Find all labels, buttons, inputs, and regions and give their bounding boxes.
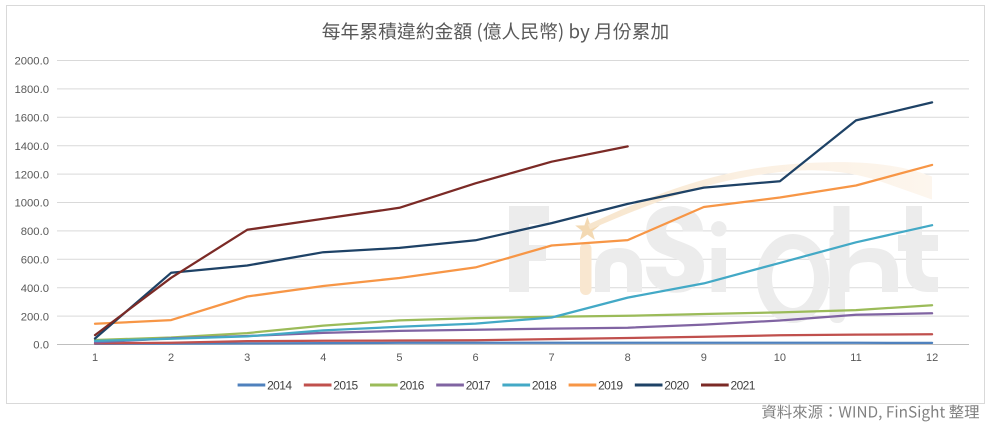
svg-text:2018: 2018 bbox=[532, 379, 557, 393]
svg-text:6: 6 bbox=[472, 352, 478, 364]
svg-text:7: 7 bbox=[549, 352, 555, 364]
svg-text:0.0: 0.0 bbox=[33, 340, 49, 352]
svg-text:600.0: 600.0 bbox=[21, 255, 49, 267]
svg-text:1: 1 bbox=[92, 352, 98, 364]
svg-text:9: 9 bbox=[701, 352, 707, 364]
svg-text:400.0: 400.0 bbox=[21, 283, 49, 295]
svg-text:1400.0: 1400.0 bbox=[14, 141, 49, 153]
svg-text:5: 5 bbox=[396, 352, 402, 364]
svg-text:200.0: 200.0 bbox=[21, 311, 49, 323]
svg-text:2015: 2015 bbox=[333, 379, 358, 393]
svg-text:1600.0: 1600.0 bbox=[14, 113, 49, 125]
svg-text:2020: 2020 bbox=[664, 379, 689, 393]
svg-text:2016: 2016 bbox=[400, 379, 425, 393]
svg-text:4: 4 bbox=[320, 352, 326, 364]
svg-text:2021: 2021 bbox=[731, 379, 756, 393]
svg-text:2000.0: 2000.0 bbox=[14, 56, 49, 68]
svg-text:3: 3 bbox=[244, 352, 250, 364]
svg-text:800.0: 800.0 bbox=[21, 226, 49, 238]
svg-text:11: 11 bbox=[850, 352, 861, 364]
svg-text:1800.0: 1800.0 bbox=[14, 84, 49, 96]
svg-text:8: 8 bbox=[625, 352, 631, 364]
svg-text:2: 2 bbox=[168, 352, 174, 364]
svg-text:1000.0: 1000.0 bbox=[14, 198, 49, 210]
svg-text:1200.0: 1200.0 bbox=[14, 169, 49, 181]
svg-text:2019: 2019 bbox=[598, 379, 623, 393]
svg-text:2014: 2014 bbox=[267, 379, 292, 393]
svg-text:12: 12 bbox=[926, 352, 938, 364]
svg-text:2017: 2017 bbox=[466, 379, 491, 393]
svg-text:10: 10 bbox=[774, 352, 786, 364]
